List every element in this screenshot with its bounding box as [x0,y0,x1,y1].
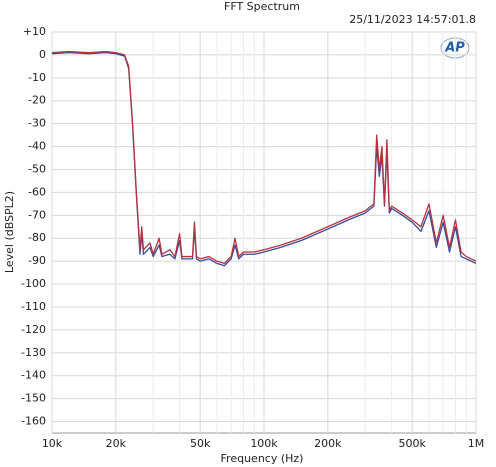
y-tick-label: -10 [28,71,46,84]
y-tick-label: -60 [28,185,46,198]
y-tick-label: -20 [28,94,46,107]
series-line [51,50,477,265]
x-axis-title: Frequency (Hz) [221,452,304,465]
grid [51,31,477,433]
y-tick-label: 0 [39,48,46,61]
y-tick-label: -100 [21,277,46,290]
timestamp: 25/11/2023 14:57:01.8 [349,13,476,26]
y-tick-label: -40 [28,140,46,153]
lines [51,50,477,267]
y-tick-label: +10 [23,25,46,38]
y-tick-label: -120 [21,323,46,336]
y-axis-title: Level (dBSPL2) [3,191,16,273]
logo-text: AP [444,41,465,56]
y-tick-label: -130 [21,346,46,359]
x-tick-label: 10k [42,437,63,450]
x-tick-label: 100k [250,437,278,450]
y-tick-label: -80 [28,231,46,244]
x-tick-label: 200k [314,437,342,450]
x-tick-label: 1M [468,437,485,450]
y-tick-label: -140 [21,369,46,382]
x-tick-label: 500k [398,437,426,450]
y-tick-label: -90 [28,254,46,267]
y-tick-label: -70 [28,208,46,221]
y-tick-label: -110 [21,300,46,313]
y-tick-label: -150 [21,392,46,405]
x-tick-label: 20k [106,437,127,450]
chart-title: FFT Spectrum [224,0,300,13]
x-tick-label: 50k [190,437,211,450]
y-tick-label: -160 [21,415,46,428]
y-tick-label: -30 [28,117,46,130]
y-tick-label: -50 [28,162,46,175]
